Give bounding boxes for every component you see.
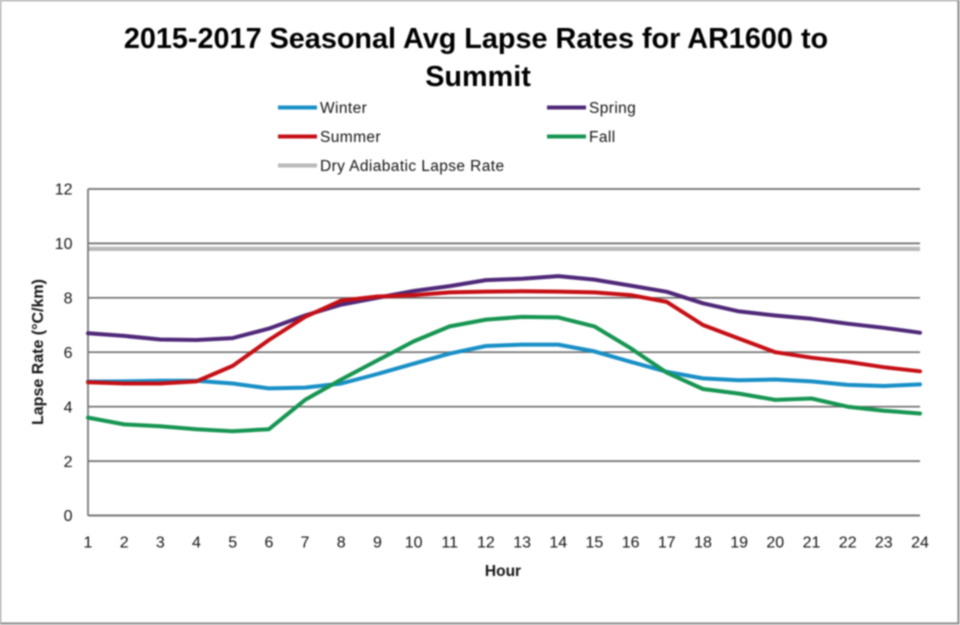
svg-text:21: 21 bbox=[803, 535, 821, 552]
svg-text:Summit: Summit bbox=[425, 61, 531, 93]
svg-text:6: 6 bbox=[64, 345, 73, 362]
svg-text:20: 20 bbox=[766, 535, 784, 552]
svg-text:13: 13 bbox=[513, 535, 531, 552]
svg-text:1: 1 bbox=[84, 535, 93, 552]
svg-text:2: 2 bbox=[64, 454, 73, 471]
svg-text:2: 2 bbox=[120, 535, 129, 552]
svg-text:18: 18 bbox=[694, 535, 712, 552]
svg-text:24: 24 bbox=[911, 535, 929, 552]
svg-text:Winter: Winter bbox=[320, 100, 367, 117]
svg-text:12: 12 bbox=[55, 182, 73, 199]
svg-text:9: 9 bbox=[373, 535, 382, 552]
svg-text:4: 4 bbox=[192, 535, 201, 552]
svg-text:15: 15 bbox=[586, 535, 604, 552]
svg-text:Fall: Fall bbox=[589, 129, 616, 146]
svg-text:3: 3 bbox=[156, 535, 165, 552]
svg-text:Summer: Summer bbox=[320, 129, 381, 146]
svg-text:7: 7 bbox=[301, 535, 310, 552]
svg-text:10: 10 bbox=[55, 236, 73, 253]
svg-text:Hour: Hour bbox=[485, 563, 521, 580]
svg-text:8: 8 bbox=[64, 291, 73, 308]
svg-text:6: 6 bbox=[264, 535, 273, 552]
svg-text:0: 0 bbox=[64, 508, 73, 525]
svg-text:14: 14 bbox=[549, 535, 567, 552]
svg-text:22: 22 bbox=[839, 535, 857, 552]
svg-text:11: 11 bbox=[441, 535, 458, 552]
svg-text:Lapse Rate (°C/km): Lapse Rate (°C/km) bbox=[30, 279, 47, 425]
svg-text:4: 4 bbox=[64, 399, 73, 416]
svg-text:5: 5 bbox=[228, 535, 237, 552]
svg-text:19: 19 bbox=[730, 535, 748, 552]
svg-text:Spring: Spring bbox=[589, 100, 636, 117]
svg-text:12: 12 bbox=[477, 535, 495, 552]
svg-text:8: 8 bbox=[337, 535, 346, 552]
svg-text:Dry Adiabatic Lapse Rate: Dry Adiabatic Lapse Rate bbox=[320, 158, 505, 175]
svg-text:16: 16 bbox=[622, 535, 640, 552]
svg-text:2015-2017 Seasonal Avg Lapse R: 2015-2017 Seasonal Avg Lapse Rates for A… bbox=[124, 23, 828, 55]
svg-text:17: 17 bbox=[658, 535, 676, 552]
svg-text:23: 23 bbox=[875, 535, 893, 552]
svg-text:10: 10 bbox=[405, 535, 423, 552]
